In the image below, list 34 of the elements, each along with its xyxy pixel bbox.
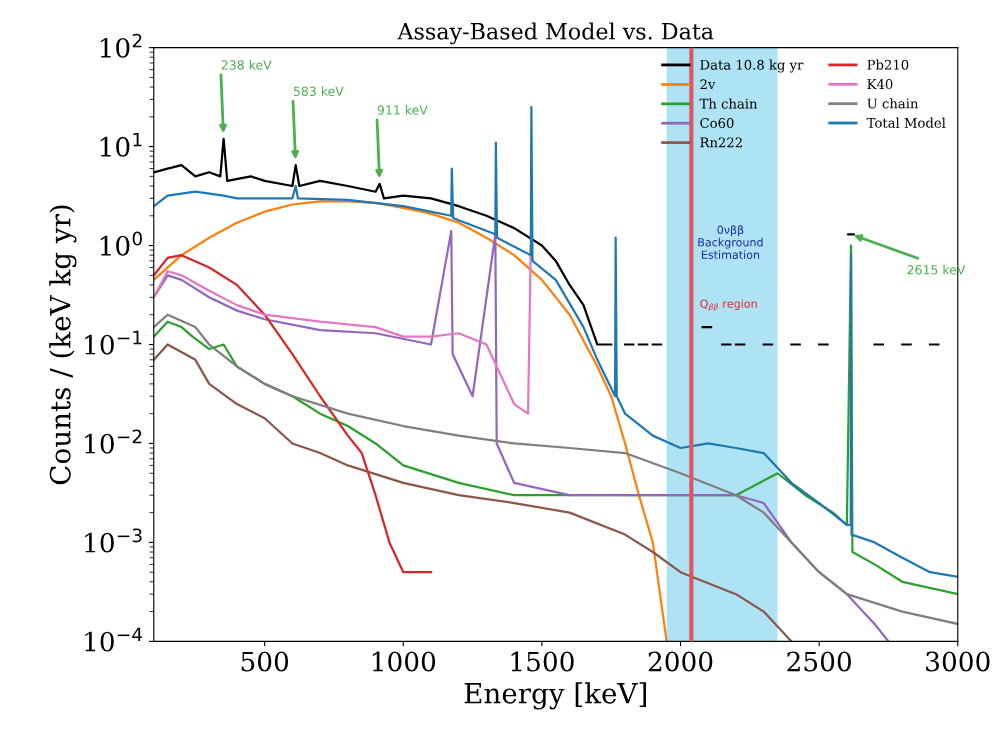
y-tick-label: 10$^{−1}$	[85, 330, 142, 355]
line-series	[153, 254, 433, 574]
x-tick-label: 1000	[372, 651, 436, 672]
x-tick-label: 2000	[648, 651, 713, 672]
x-tick-label: 500	[241, 651, 289, 672]
y-tick-label: 10$^{−4}$	[85, 627, 143, 652]
y-tick-label: 10$^{2}$	[100, 33, 142, 58]
legend-label: Pb210	[867, 59, 909, 70]
ref-line-label: Q$_{ββ}$ region	[700, 299, 757, 312]
y-tick-label: 10$^{0}$	[100, 231, 142, 256]
legend-label: Co60	[700, 118, 734, 129]
chart-title: Assay-Based Model vs. Data	[397, 22, 714, 45]
line-series	[153, 343, 793, 642]
annotation: 583 keV	[293, 86, 344, 97]
legend-label: U chain	[867, 98, 919, 109]
y-axis-title: Counts / (keV kg yr)	[49, 205, 77, 485]
line-series	[153, 313, 958, 626]
x-tick-label: 1500	[511, 651, 574, 672]
line-series	[153, 200, 668, 642]
legend-label: Data 10.8 kg yr	[700, 59, 804, 73]
annotation: 911 keV	[377, 105, 428, 115]
legend-label: Total Model	[866, 117, 946, 128]
x-tick-label: 2500	[787, 651, 851, 672]
y-tick-label: 10$^{1}$	[100, 132, 142, 157]
x-axis-title: Energy [keV]	[464, 682, 646, 710]
y-tick-label: 10$^{−2}$	[85, 429, 142, 454]
legend-label: 2v	[700, 79, 716, 90]
legend-label: Th chain	[699, 98, 758, 109]
legend-label: K40	[867, 79, 893, 90]
x-tick-label: 3000	[926, 651, 990, 672]
y-tick-label: 10$^{−3}$	[85, 528, 142, 553]
band-label: 0νββ Background Estimation	[698, 225, 763, 259]
legend-label: Rn222	[700, 137, 742, 148]
annotation: 238 keV	[221, 60, 272, 70]
